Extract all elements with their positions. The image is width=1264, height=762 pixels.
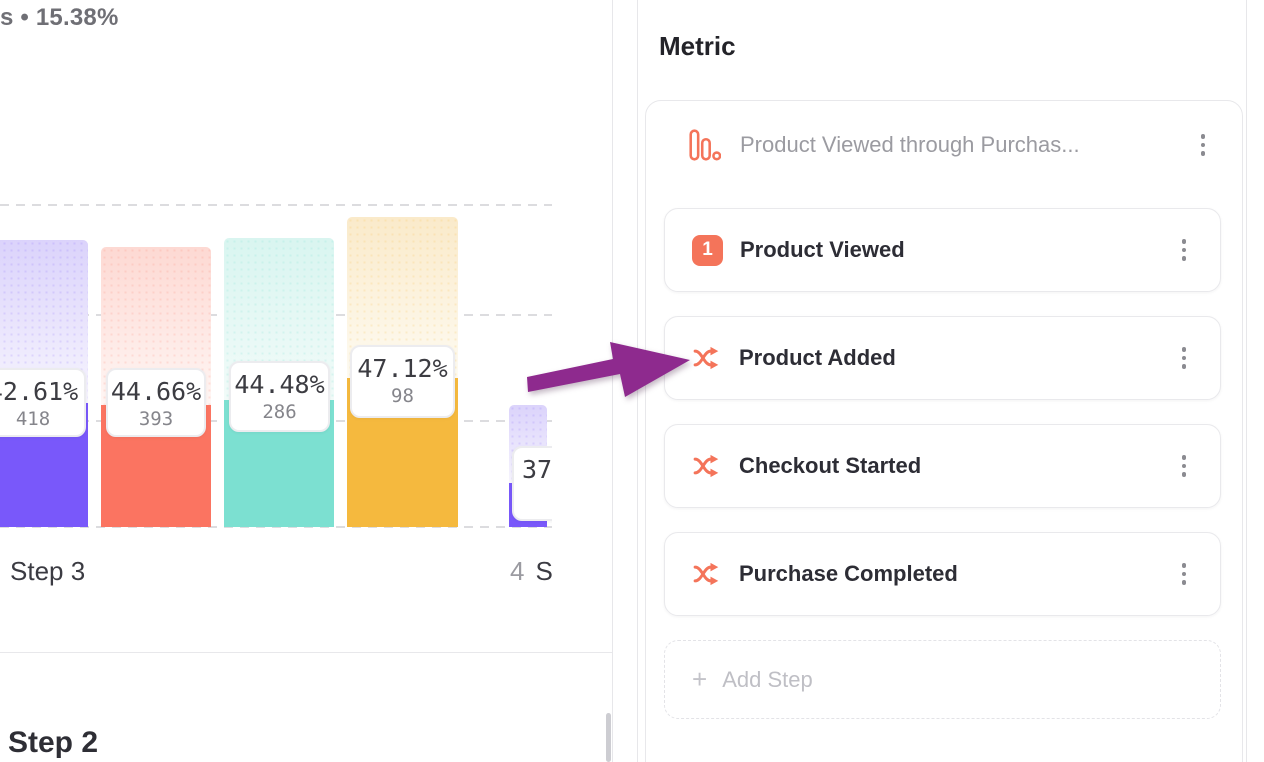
metric-card: Product Viewed through Purchas... 1 Prod… [645,100,1243,762]
shuffle-icon [693,454,719,478]
step2-section-heading: Step 2 [8,726,99,759]
shuffle-icon [693,562,719,586]
plus-icon: + [692,664,708,694]
step-kebab-menu[interactable] [1178,343,1191,373]
step-label: Product Added [739,345,896,370]
metric-panel-right-border [1246,0,1247,762]
metric-kebab-menu[interactable] [1197,130,1210,160]
funnel-metric-icon [689,129,721,161]
add-step-label: Add Step [722,666,813,692]
metric-name[interactable]: Product Viewed through Purchas... [740,132,1080,157]
gridline [0,204,552,206]
step-label: Purchase Completed [739,561,958,586]
step-row-purchase-completed[interactable]: Purchase Completed [664,532,1221,616]
metric-section-title: Metric [659,31,736,61]
chart-header-fragment: s • 15.38% [0,4,119,31]
step-number-badge: 1 [692,234,723,266]
bar-value-label: 44.66% 393 [106,368,206,437]
bar-value-label: 37 [512,446,552,521]
left-panel-border-line [612,0,613,762]
step-kebab-menu[interactable] [1178,559,1191,589]
step-row-checkout-started[interactable]: Checkout Started [664,424,1221,508]
shuffle-icon [693,346,719,370]
x-axis-label: Step 3 [10,556,86,586]
step-row-product-added[interactable]: Product Added [664,316,1221,400]
bar-value-label: 44.48% 286 [229,361,330,432]
metric-card-header[interactable]: Product Viewed through Purchas... [646,101,1242,189]
annotation-arrow [527,342,690,397]
step-kebab-menu[interactable] [1178,451,1191,481]
step-row-product-viewed[interactable]: 1 Product Viewed [664,208,1221,292]
x-axis-label: 4Step 4 [510,556,552,586]
gridline [0,526,552,528]
bar-value-label: 42.61%418 [0,368,86,437]
section-divider [0,652,612,653]
bar-value-label: 47.12% 98 [350,345,455,418]
funnel-chart-area: s • 15.38% 42.61%418 44.66%393 44.48%286 47… [0,0,552,652]
step-label: Checkout Started [739,453,922,478]
step-label: Product Viewed [740,237,905,262]
scrollbar-thumb[interactable] [606,713,611,762]
add-step-button[interactable]: + Add Step [664,640,1221,719]
step-kebab-menu[interactable] [1178,235,1191,265]
